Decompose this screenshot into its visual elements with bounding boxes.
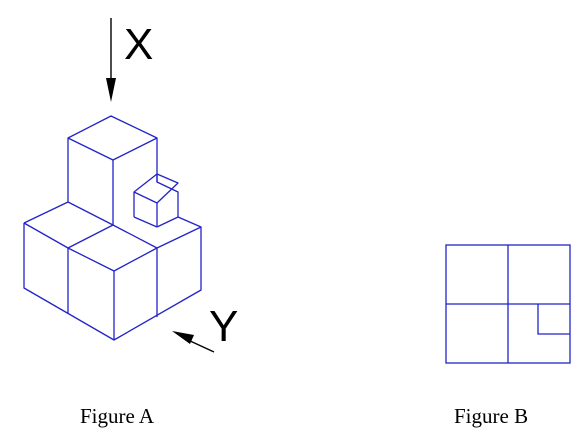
view-arrow-y: Y bbox=[172, 302, 238, 353]
lower-left-top-edges bbox=[23, 222, 114, 249]
figure-b-view-drawing bbox=[445, 244, 571, 364]
view-arrow-y-head bbox=[172, 331, 194, 344]
figure-a-caption: Figure A bbox=[80, 404, 155, 428]
small-cube-right-base-edge bbox=[156, 216, 179, 228]
tall-cube-base-edge bbox=[67, 201, 114, 226]
figure-b-small-square-edge bbox=[537, 304, 570, 335]
view-label-x: X bbox=[124, 20, 153, 69]
figure-a-isometric-drawing bbox=[23, 115, 202, 341]
lower-middle-top-edge bbox=[112, 224, 158, 249]
view-label-y: Y bbox=[209, 302, 238, 351]
view-arrow-y-shaft bbox=[187, 339, 215, 353]
figure-a-outline bbox=[23, 115, 202, 341]
view-arrow-x: X bbox=[106, 18, 153, 102]
tall-cube-edges bbox=[67, 137, 158, 161]
view-arrow-x-head bbox=[106, 78, 116, 102]
front-cube-top-edges bbox=[67, 247, 158, 272]
figure-b-caption: Figure B bbox=[454, 404, 529, 428]
small-cube-top bbox=[133, 173, 179, 204]
small-cube-base-edge bbox=[133, 216, 158, 228]
lower-right-top-edge bbox=[156, 226, 202, 249]
